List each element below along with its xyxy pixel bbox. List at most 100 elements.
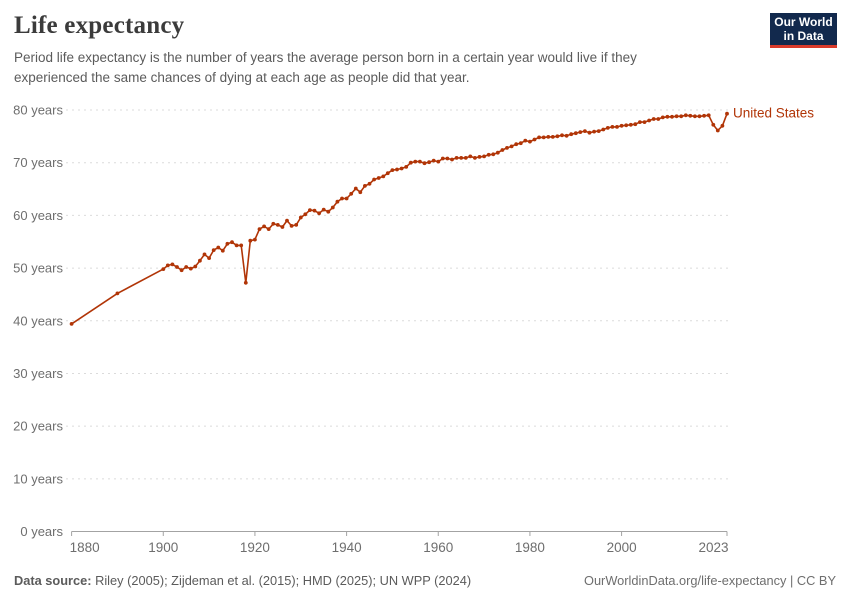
data-point [330,205,335,210]
data-point [335,199,340,204]
data-point [344,196,349,201]
data-point [587,130,592,135]
data-point [592,129,596,134]
data-point [257,227,262,232]
data-point [555,134,560,139]
data-point [225,241,230,246]
data-point [161,267,166,271]
data-point [321,207,326,212]
data-point [399,166,404,171]
data-point [413,159,418,164]
data-point [404,165,409,169]
data-point [326,209,331,214]
data-point [450,157,454,162]
data-point [605,126,610,130]
x-axis-tick-label: 1920 [240,540,270,555]
y-axis-tick-label: 50 years [13,261,63,276]
data-point [528,139,532,144]
data-point [262,224,266,229]
data-point [514,142,519,147]
x-axis-tick-label: 1900 [148,540,178,555]
data-point [381,174,386,179]
data-point [683,113,688,118]
data-point [725,111,729,116]
data-point [573,131,578,136]
data-point [500,148,505,152]
data-point [211,248,216,253]
data-point [376,176,381,180]
y-axis-tick-label: 80 years [13,103,63,118]
data-point [253,237,257,242]
data-point [165,263,170,268]
data-point [670,114,674,119]
y-axis-tick-label: 30 years [13,366,63,381]
data-point [656,117,661,121]
data-point [564,133,569,138]
y-axis-tick-label: 20 years [13,419,63,434]
data-point [674,114,679,119]
y-axis-tick-label: 10 years [13,471,63,486]
y-axis-tick-label: 60 years [13,208,63,223]
series-label-united-states[interactable]: United States [733,106,814,121]
chart-header: Life expectancy Period life expectancy i… [14,12,754,87]
data-source[interactable]: Data source: Riley (2005); Zijdeman et a… [14,573,471,588]
data-point [431,158,436,163]
data-point [523,138,528,143]
data-point [275,223,280,227]
data-point [349,191,354,196]
data-point [193,264,198,269]
x-axis-tick-label: 1880 [70,540,100,555]
data-point [679,114,684,119]
data-point [422,161,427,166]
y-axis-tick-label: 70 years [13,155,63,170]
data-point [651,117,656,121]
data-point [459,156,464,160]
data-point [628,122,633,127]
series-line-united-states[interactable] [70,112,728,325]
data-point [486,152,491,157]
data-point [184,265,189,269]
data-point [665,114,670,119]
data-point [427,160,431,165]
data-point [202,252,207,257]
data-point [390,168,395,173]
data-point [610,125,615,129]
data-point [505,146,509,150]
data-point [445,156,450,161]
data-source-text: Riley (2005); Zijdeman et al. (2015); HM… [91,573,472,588]
data-point [239,243,244,248]
data-point [303,212,308,217]
data-point [583,129,587,134]
data-point [601,127,606,132]
data-point [706,113,711,118]
data-point [463,156,468,160]
data-point [715,128,720,133]
data-point [298,215,303,220]
data-point [440,156,445,161]
data-point [560,133,564,138]
data-point [243,280,248,285]
data-point [518,141,523,146]
data-point [541,135,546,140]
data-point [693,114,697,119]
data-point [596,129,601,134]
x-axis-tick-label: 2023 [698,540,728,555]
data-point [170,262,175,267]
data-point [308,208,312,213]
owid-logo[interactable]: Our World in Data [770,13,837,48]
data-point [482,154,486,159]
data-point [624,123,629,128]
data-point [175,265,179,269]
data-point [532,137,537,142]
rights-link[interactable]: OurWorldinData.org/life-expectancy | CC … [583,573,836,588]
data-point [633,122,638,127]
data-point [578,130,583,135]
x-axis-tick-label: 2000 [607,540,637,555]
data-point [358,190,363,195]
data-point [69,322,74,326]
data-point [198,258,202,263]
owid-logo-line2: in Data [783,29,824,43]
data-point [495,150,500,155]
data-point [615,125,619,129]
